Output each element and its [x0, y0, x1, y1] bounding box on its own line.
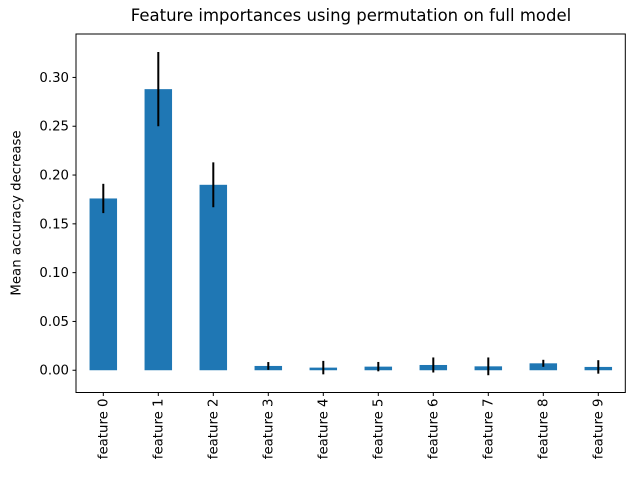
bar-feature-2 — [199, 184, 228, 371]
y-tick-label: 0.30 — [39, 71, 69, 86]
bar-feature-1 — [144, 89, 173, 371]
axes-spines — [75, 33, 626, 393]
y-tick-label: 0.20 — [39, 169, 69, 184]
x-tick-label-feature-0: feature 0 — [97, 399, 112, 460]
x-tick-label-feature-4: feature 4 — [317, 399, 332, 460]
x-tick-label-feature-1: feature 1 — [152, 399, 167, 460]
x-tick-label-feature-7: feature 7 — [482, 399, 497, 460]
bar-feature-0 — [89, 198, 118, 371]
y-tick-label: 0.00 — [39, 364, 69, 379]
x-tick-label-feature-3: feature 3 — [262, 399, 277, 460]
chart-title: Feature importances using permutation on… — [130, 6, 572, 25]
x-tick-label-feature-2: feature 2 — [207, 399, 222, 460]
x-tick-label-feature-5: feature 5 — [372, 399, 387, 460]
y-tick-label: 0.25 — [39, 120, 69, 135]
y-tick-label: 0.10 — [39, 266, 69, 281]
x-tick-label-feature-6: feature 6 — [427, 399, 442, 460]
x-tick-label-feature-9: feature 9 — [592, 399, 607, 460]
x-tick-label-feature-8: feature 8 — [537, 399, 552, 460]
y-tick-label: 0.15 — [39, 217, 69, 232]
y-tick-label: 0.05 — [39, 315, 69, 330]
